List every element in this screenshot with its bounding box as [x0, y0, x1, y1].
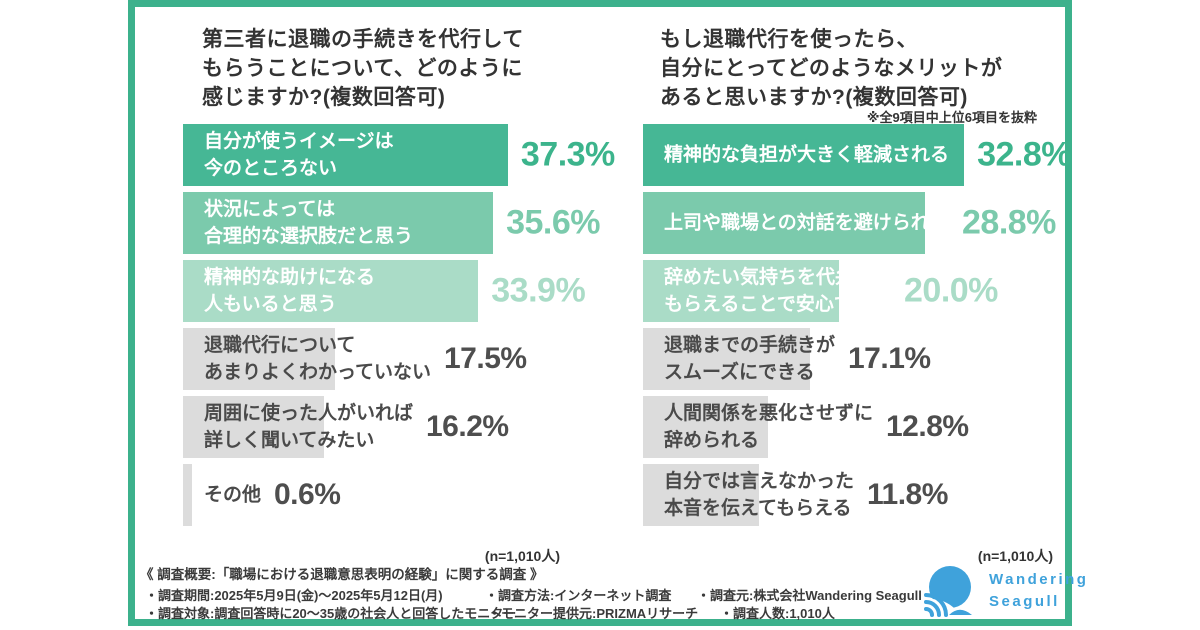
bar: [183, 328, 336, 390]
bar-value: 11.8%: [867, 478, 948, 511]
chart-note: ※全9項目中上位6項目を抜粋: [866, 110, 1037, 125]
bar: [183, 396, 325, 458]
logo-line2: Seagull: [989, 593, 1060, 610]
bar-value: 35.6%: [506, 203, 600, 242]
bar-row: 状況によっては 合理的な選択肢だと思う 35.6%: [183, 192, 613, 254]
bar-value: 33.9%: [491, 271, 586, 310]
chart-title: 第三者に退職の手続きを代行して もらうことについて、どのように 感じますか?(複…: [202, 28, 524, 109]
bar-value: 16.2%: [426, 410, 509, 443]
bar-label: その他: [204, 484, 262, 506]
bar-row: 自分では言えなかった 本音を伝えてもらえる 11.8%: [643, 464, 1073, 526]
bar-row: 周囲に使った人がいれば 詳しく聞いてみたい 16.2%: [183, 396, 613, 458]
bar-row: 退職までの手続きが スムーズにできる 17.1%: [643, 328, 1073, 390]
survey-target: ・調査対象:調査回答時に20〜35歳の社会人と回答したモニター: [145, 606, 517, 621]
bar-value: 17.1%: [848, 342, 931, 375]
bar-value: 32.8%: [977, 135, 1072, 174]
logo-line1: Wandering: [989, 571, 1089, 589]
bar-row: 退職代行について あまりよくわかっていない 17.5%: [183, 328, 613, 390]
sample-size: (n=1,010人): [977, 548, 1053, 564]
bar-chart: 自分が使うイメージは 今のところない 37.3% 状況によっては 合理的な選択肢…: [183, 124, 615, 532]
bar-label: 退職代行について あまりよくわかっていない: [204, 335, 432, 383]
bar-value: 0.6%: [274, 478, 341, 511]
bar-chart: 精神的な負担が大きく軽減される 32.8% 上司や職場との対話を避けられる 28…: [643, 124, 1073, 532]
bar-row: 自分が使うイメージは 今のところない 37.3%: [183, 124, 615, 186]
bar-label: 自分が使うイメージは 今のところない: [204, 131, 394, 179]
survey-period: ・調査期間:2025年5月9日(金)〜2025年5月12日(月): [145, 588, 443, 603]
sample-size: (n=1,010人): [484, 548, 560, 564]
bar: [643, 396, 769, 458]
survey-infographic-card: 第三者に退職の手続きを代行して もらうことについて、どのように 感じますか?(複…: [128, 0, 1086, 626]
bar-row: 精神的な負担が大きく軽減される 32.8%: [643, 124, 1073, 186]
bar-label: 退職までの手続きが スムーズにできる: [664, 335, 836, 383]
bar-value: 17.5%: [444, 342, 527, 375]
chart-title: もし退職代行を使ったら、 自分にとってどのようなメリットが あると思いますか?(…: [660, 28, 1003, 109]
bar: [643, 464, 759, 526]
bar-row: 辞めたい気持ちを代弁して もらえることで安心できる 20.0%: [643, 260, 1073, 322]
bar-label: 人間関係を悪化させずに 辞められる: [664, 403, 874, 451]
bar-value: 28.8%: [962, 203, 1056, 242]
survey-monitor-provider: ・モニター提供元:PRIZMAリサーチ: [488, 606, 699, 621]
bar: [643, 260, 839, 322]
bar: [643, 328, 811, 390]
survey-overview-heading: 《 調査概要:「職場における退職意思表明の経験」に関する調査 》: [140, 567, 544, 582]
bar-row: 人間関係を悪化させずに 辞められる 12.8%: [643, 396, 1073, 458]
bar: [183, 124, 508, 186]
bar-row: 精神的な助けになる 人もいると思う 33.9%: [183, 260, 613, 322]
bar-value: 37.3%: [520, 135, 615, 174]
survey-respondents: ・調査人数:1,010人: [720, 606, 835, 621]
chart-right-merits: もし退職代行を使ったら、 自分にとってどのようなメリットが あると思いますか?(…: [643, 25, 1073, 570]
bar-label: 状況によっては 合理的な選択肢だと思う: [204, 199, 414, 247]
bar: [643, 124, 965, 186]
chart-left-attitude: 第三者に退職の手続きを代行して もらうことについて、どのように 感じますか?(複…: [183, 25, 615, 570]
seagull-wave-icon: [923, 566, 972, 617]
bar-label: 精神的な負担が大きく軽減される: [664, 144, 950, 166]
bar-row: 上司や職場との対話を避けられる 28.8%: [643, 192, 1073, 254]
bar: [183, 464, 192, 526]
logo-wordmark: Wandering Seagull: [989, 569, 1088, 613]
bar-label: 辞めたい気持ちを代弁して もらえることで安心できる: [664, 267, 892, 315]
survey-source: ・調査元:株式会社Wandering Seagull: [697, 588, 922, 603]
survey-method: ・調査方法:インターネット調査: [485, 588, 672, 603]
bar-label: 周囲に使った人がいれば 詳しく聞いてみたい: [204, 403, 414, 451]
wandering-seagull-logo: Wandering Seagull: [923, 563, 1088, 619]
bar-label: 上司や職場との対話を避けられる: [664, 212, 949, 234]
bar-value: 12.8%: [886, 410, 969, 443]
bar-label: 自分では言えなかった 本音を伝えてもらえる: [664, 471, 855, 519]
bar-row: その他 0.6%: [183, 464, 613, 526]
bar: [183, 260, 479, 322]
bar-label: 精神的な助けになる 人もいると思う: [204, 267, 376, 315]
bar: [643, 192, 925, 254]
bar: [183, 192, 494, 254]
bar-value: 20.0%: [904, 271, 998, 310]
